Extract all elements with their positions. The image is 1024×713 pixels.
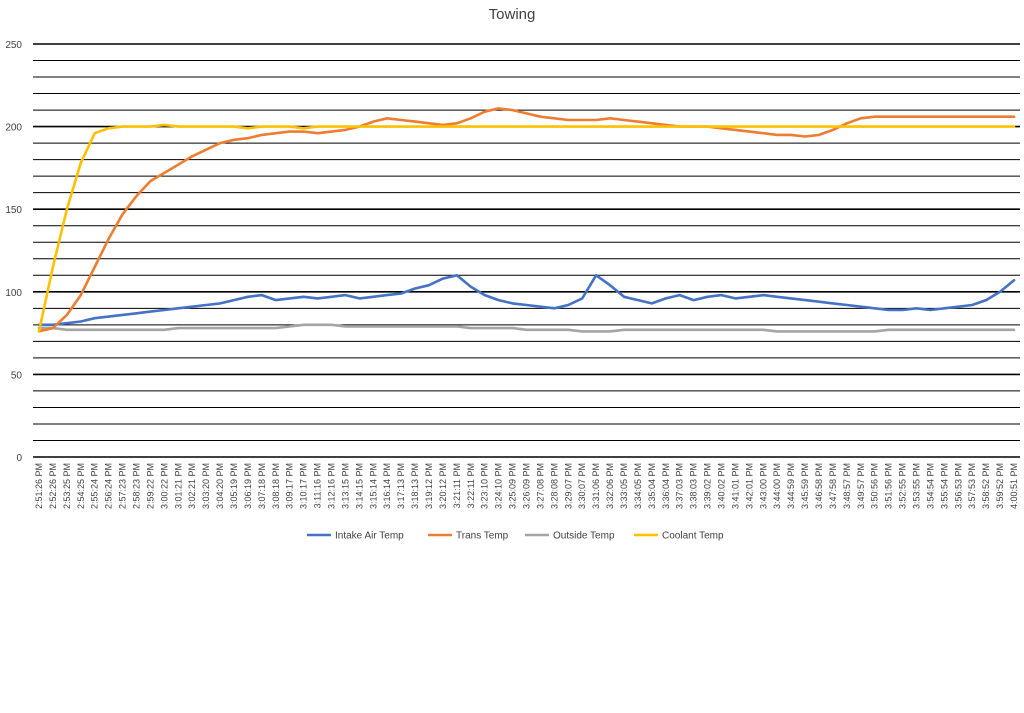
x-tick-label: 3:24:10 PM (494, 463, 504, 509)
x-tick-label: 3:30:07 PM (577, 463, 587, 509)
legend-label-coolant-temp: Coolant Temp (662, 531, 724, 542)
x-tick-label: 3:59:52 PM (995, 463, 1005, 509)
x-tick-label: 3:18:13 PM (410, 463, 420, 509)
x-tick-label: 3:26:09 PM (522, 463, 532, 509)
x-tick-label: 3:23:10 PM (480, 463, 490, 509)
x-tick-label: 3:20:12 PM (438, 463, 448, 509)
x-tick-label: 3:08:18 PM (271, 463, 281, 509)
x-tick-label: 3:01:21 PM (173, 463, 183, 509)
x-tick-label: 3:27:08 PM (535, 463, 545, 509)
y-tick-label: 200 (5, 123, 22, 134)
legend-label-outside-temp: Outside Temp (553, 531, 615, 542)
y-tick-label: 250 (5, 40, 22, 51)
x-tick-label: 3:49:57 PM (856, 463, 866, 509)
x-tick-label: 3:43:00 PM (758, 463, 768, 509)
x-tick-label: 3:17:13 PM (396, 463, 406, 509)
x-tick-label: 3:41:01 PM (730, 463, 740, 509)
x-tick-label: 3:35:04 PM (647, 463, 657, 509)
x-tick-label: 3:40:02 PM (717, 463, 727, 509)
x-tick-label: 3:10:17 PM (299, 463, 309, 509)
x-tick-label: 3:19:12 PM (424, 463, 434, 509)
x-tick-label: 3:16:14 PM (382, 463, 392, 509)
x-tick-label: 3:06:19 PM (243, 463, 253, 509)
x-tick-label: 3:02:21 PM (187, 463, 197, 509)
x-tick-label: 3:12:16 PM (327, 463, 337, 509)
x-tick-label: 2:52:26 PM (48, 463, 58, 509)
x-tick-label: 3:54:54 PM (925, 463, 935, 509)
x-tick-label: 3:37:03 PM (675, 463, 685, 509)
x-tick-label: 3:50:56 PM (870, 463, 880, 509)
x-tick-label: 3:53:55 PM (912, 463, 922, 509)
x-tick-label: 3:36:04 PM (661, 463, 671, 509)
x-tick-label: 3:03:20 PM (201, 463, 211, 509)
series-line-coolant-temp (37, 123, 1016, 333)
x-tick-label: 3:21:11 PM (452, 463, 462, 508)
x-tick-label: 3:38:03 PM (689, 463, 699, 509)
x-tick-label: 3:31:06 PM (591, 463, 601, 509)
x-tick-label: 3:05:19 PM (229, 463, 239, 509)
x-tick-label: 3:46:58 PM (814, 463, 824, 509)
x-tick-label: 3:52:55 PM (898, 463, 908, 509)
x-tick-label: 3:32:06 PM (605, 463, 615, 509)
chart-title: Towing (488, 6, 536, 23)
y-tick-label: 150 (5, 205, 22, 216)
x-tick-label: 3:44:59 PM (786, 463, 796, 509)
x-tick-label: 3:07:18 PM (257, 463, 267, 509)
x-tick-label: 3:34:05 PM (633, 463, 643, 509)
x-tick-label: 3:55:54 PM (939, 463, 949, 509)
x-tick-label: 3:58:52 PM (981, 463, 991, 509)
x-tick-label: 3:47:58 PM (828, 463, 838, 509)
x-tick-label: 3:11:16 PM (313, 463, 323, 508)
x-tick-label: 3:33:05 PM (619, 463, 629, 509)
y-tick-label: 50 (11, 370, 23, 381)
x-tick-label: 3:28:08 PM (549, 463, 559, 509)
x-tick-label: 2:55:24 PM (90, 463, 100, 509)
x-tick-label: 3:42:01 PM (744, 463, 754, 509)
x-tick-label: 3:13:15 PM (340, 463, 350, 509)
x-tick-label: 3:39:02 PM (703, 463, 713, 509)
x-tick-label: 3:22:11 PM (466, 463, 476, 508)
x-tick-label: 4:00:51 PM (1009, 463, 1019, 509)
x-tick-label: 3:45:59 PM (800, 463, 810, 509)
series-line-trans-temp (37, 107, 1016, 333)
x-tick-label: 3:29:07 PM (563, 463, 573, 509)
x-tick-label: 3:09:17 PM (285, 463, 295, 509)
x-tick-label: 3:44:00 PM (772, 463, 782, 509)
x-tick-label: 2:51:26 PM (34, 463, 44, 509)
legend-label-intake-air-temp: Intake Air Temp (335, 531, 404, 542)
x-tick-label: 3:56:53 PM (953, 463, 963, 509)
legend-label-trans-temp: Trans Temp (456, 531, 509, 542)
series-line-intake-air-temp (37, 273, 1016, 327)
y-tick-label: 0 (16, 453, 22, 464)
x-tick-label: 3:00:22 PM (159, 463, 169, 509)
y-tick-label: 100 (5, 288, 22, 299)
x-tick-label: 2:53:25 PM (62, 463, 72, 509)
x-tick-label: 3:15:14 PM (368, 463, 378, 509)
x-tick-label: 2:56:24 PM (104, 463, 114, 509)
series-line-outside-temp (37, 323, 1016, 333)
x-tick-label: 3:51:56 PM (884, 463, 894, 509)
x-tick-label: 3:57:53 PM (967, 463, 977, 509)
x-tick-label: 2:58:23 PM (132, 463, 142, 509)
x-tick-label: 2:54:25 PM (76, 463, 86, 509)
x-tick-label: 3:48:57 PM (842, 463, 852, 509)
x-tick-label: 2:59:22 PM (145, 463, 155, 509)
x-tick-label: 3:14:15 PM (354, 463, 364, 509)
x-tick-label: 3:04:20 PM (215, 463, 225, 509)
x-tick-label: 3:25:09 PM (508, 463, 518, 509)
x-tick-label: 2:57:23 PM (118, 463, 128, 509)
